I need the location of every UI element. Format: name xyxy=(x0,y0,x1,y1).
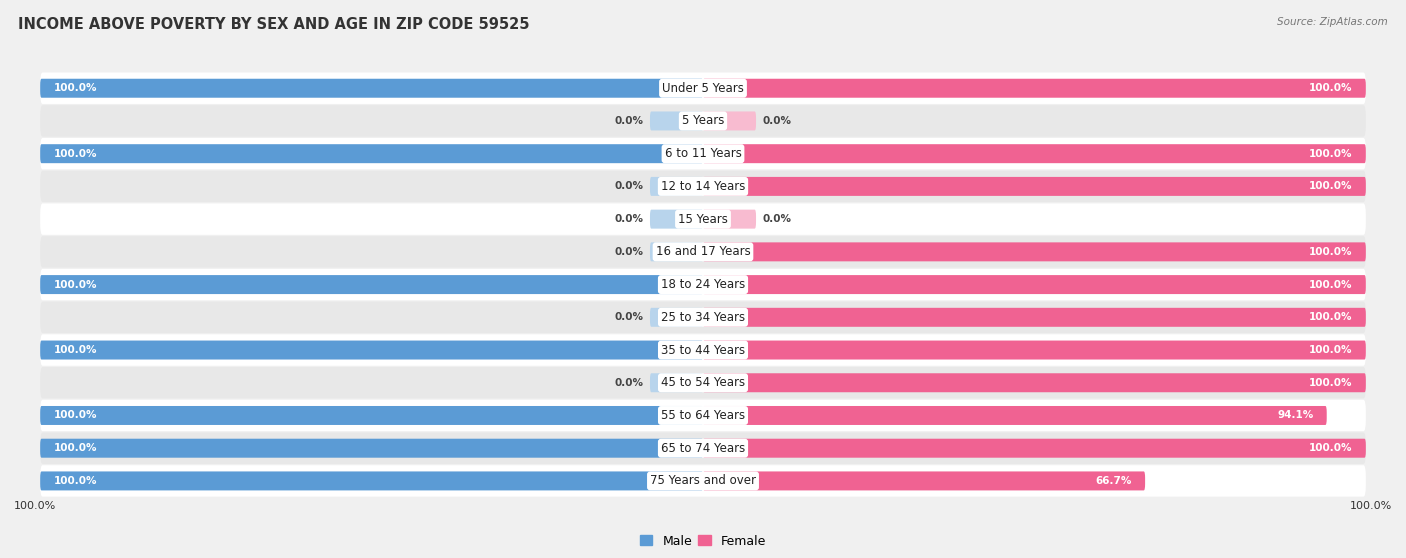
Text: 100.0%: 100.0% xyxy=(1309,247,1353,257)
FancyBboxPatch shape xyxy=(41,204,1365,235)
FancyBboxPatch shape xyxy=(703,112,756,131)
FancyBboxPatch shape xyxy=(703,373,1365,392)
Text: 100.0%: 100.0% xyxy=(53,280,97,290)
Text: 45 to 54 Years: 45 to 54 Years xyxy=(661,376,745,389)
Text: 0.0%: 0.0% xyxy=(614,312,644,323)
Text: 100.0%: 100.0% xyxy=(1309,378,1353,388)
Text: 100.0%: 100.0% xyxy=(1309,443,1353,453)
FancyBboxPatch shape xyxy=(650,242,703,261)
FancyBboxPatch shape xyxy=(703,177,1365,196)
FancyBboxPatch shape xyxy=(41,171,1365,202)
FancyBboxPatch shape xyxy=(41,79,703,98)
FancyBboxPatch shape xyxy=(41,367,1365,398)
Text: 55 to 64 Years: 55 to 64 Years xyxy=(661,409,745,422)
Text: 100.0%: 100.0% xyxy=(1309,148,1353,158)
FancyBboxPatch shape xyxy=(41,144,703,163)
FancyBboxPatch shape xyxy=(703,340,1365,359)
Text: 100.0%: 100.0% xyxy=(1309,312,1353,323)
FancyBboxPatch shape xyxy=(41,406,703,425)
FancyBboxPatch shape xyxy=(41,439,703,458)
Text: 12 to 14 Years: 12 to 14 Years xyxy=(661,180,745,193)
FancyBboxPatch shape xyxy=(41,301,1365,333)
Text: 0.0%: 0.0% xyxy=(614,378,644,388)
Text: 16 and 17 Years: 16 and 17 Years xyxy=(655,246,751,258)
Text: 18 to 24 Years: 18 to 24 Years xyxy=(661,278,745,291)
Text: 100.0%: 100.0% xyxy=(1309,280,1353,290)
FancyBboxPatch shape xyxy=(703,79,1365,98)
FancyBboxPatch shape xyxy=(41,269,1365,300)
Text: 0.0%: 0.0% xyxy=(614,214,644,224)
FancyBboxPatch shape xyxy=(650,373,703,392)
FancyBboxPatch shape xyxy=(41,275,703,294)
FancyBboxPatch shape xyxy=(650,308,703,327)
Text: 75 Years and over: 75 Years and over xyxy=(650,474,756,488)
FancyBboxPatch shape xyxy=(650,177,703,196)
Text: 0.0%: 0.0% xyxy=(762,116,792,126)
FancyBboxPatch shape xyxy=(41,73,1365,104)
Text: Source: ZipAtlas.com: Source: ZipAtlas.com xyxy=(1277,17,1388,27)
FancyBboxPatch shape xyxy=(703,144,1365,163)
Text: 100.0%: 100.0% xyxy=(53,345,97,355)
Text: 100.0%: 100.0% xyxy=(1309,83,1353,93)
FancyBboxPatch shape xyxy=(703,210,756,229)
FancyBboxPatch shape xyxy=(41,236,1365,268)
Text: 66.7%: 66.7% xyxy=(1095,476,1132,486)
FancyBboxPatch shape xyxy=(41,334,1365,365)
Legend: Male, Female: Male, Female xyxy=(636,530,770,552)
Text: 6 to 11 Years: 6 to 11 Years xyxy=(665,147,741,160)
Text: 100.0%: 100.0% xyxy=(14,501,56,511)
Text: 35 to 44 Years: 35 to 44 Years xyxy=(661,344,745,357)
FancyBboxPatch shape xyxy=(703,242,1365,261)
Text: 100.0%: 100.0% xyxy=(53,148,97,158)
Text: 100.0%: 100.0% xyxy=(1309,345,1353,355)
Text: 0.0%: 0.0% xyxy=(614,181,644,191)
FancyBboxPatch shape xyxy=(703,439,1365,458)
Text: 15 Years: 15 Years xyxy=(678,213,728,225)
FancyBboxPatch shape xyxy=(41,138,1365,170)
FancyBboxPatch shape xyxy=(703,406,1327,425)
FancyBboxPatch shape xyxy=(41,465,1365,497)
Text: 100.0%: 100.0% xyxy=(53,83,97,93)
FancyBboxPatch shape xyxy=(41,400,1365,431)
FancyBboxPatch shape xyxy=(703,472,1144,490)
Text: INCOME ABOVE POVERTY BY SEX AND AGE IN ZIP CODE 59525: INCOME ABOVE POVERTY BY SEX AND AGE IN Z… xyxy=(18,17,530,32)
Text: 65 to 74 Years: 65 to 74 Years xyxy=(661,442,745,455)
FancyBboxPatch shape xyxy=(41,340,703,359)
FancyBboxPatch shape xyxy=(41,432,1365,464)
Text: 100.0%: 100.0% xyxy=(53,476,97,486)
Text: 0.0%: 0.0% xyxy=(762,214,792,224)
FancyBboxPatch shape xyxy=(41,472,703,490)
FancyBboxPatch shape xyxy=(650,112,703,131)
FancyBboxPatch shape xyxy=(41,105,1365,137)
FancyBboxPatch shape xyxy=(650,210,703,229)
Text: 25 to 34 Years: 25 to 34 Years xyxy=(661,311,745,324)
FancyBboxPatch shape xyxy=(703,308,1365,327)
Text: 100.0%: 100.0% xyxy=(53,443,97,453)
Text: 94.1%: 94.1% xyxy=(1277,411,1313,421)
Text: 100.0%: 100.0% xyxy=(1350,501,1392,511)
Text: 0.0%: 0.0% xyxy=(614,116,644,126)
Text: Under 5 Years: Under 5 Years xyxy=(662,81,744,95)
Text: 100.0%: 100.0% xyxy=(1309,181,1353,191)
Text: 5 Years: 5 Years xyxy=(682,114,724,127)
Text: 100.0%: 100.0% xyxy=(53,411,97,421)
Text: 0.0%: 0.0% xyxy=(614,247,644,257)
FancyBboxPatch shape xyxy=(703,275,1365,294)
